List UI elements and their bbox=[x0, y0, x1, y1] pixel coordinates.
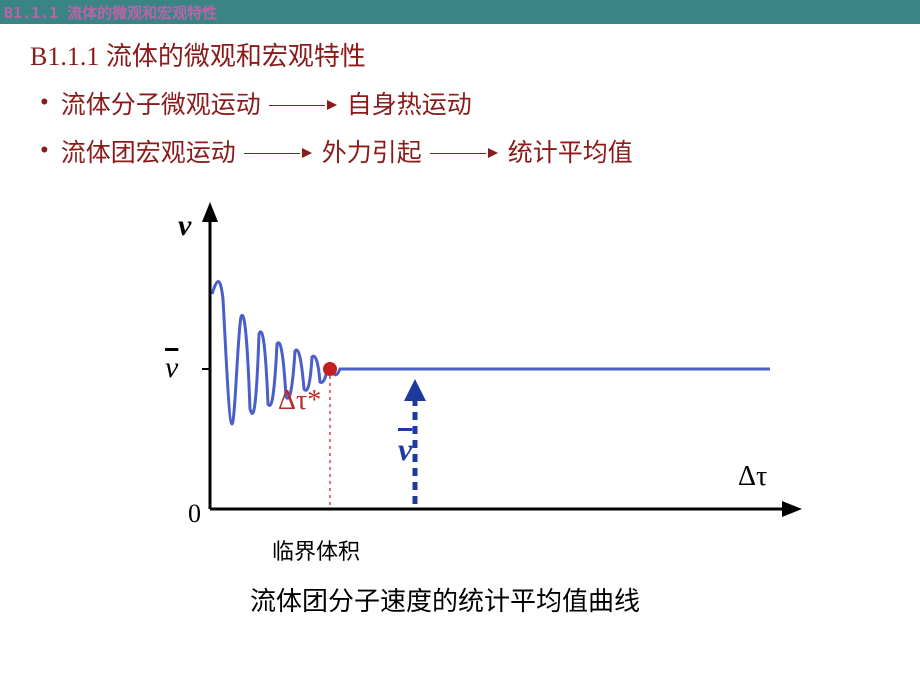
diagram-container: v Δτ v Δτ* v 0 临界体积 流体团分子速度的统计平均值曲线 bbox=[170, 199, 810, 579]
delta-tau-star-label: Δτ* bbox=[278, 385, 321, 417]
bullet2-part2: 外力引起 bbox=[322, 133, 422, 169]
bullet-line-1: • 流体分子微观运动 自身热运动 bbox=[40, 85, 920, 121]
y-axis-label: v bbox=[178, 209, 191, 243]
blue-arrow-head bbox=[404, 379, 426, 401]
critical-volume-label: 临界体积 bbox=[272, 534, 360, 566]
header-bar-text: B1.1.1 流体的微观和宏观特性 bbox=[4, 2, 217, 23]
x-axis-arrowhead bbox=[782, 501, 802, 517]
vbar-blue-label: v bbox=[398, 431, 412, 468]
diagram-svg bbox=[170, 199, 810, 539]
bullet1-part1: 流体分子微观运动 bbox=[61, 85, 261, 121]
bullet-line-2: • 流体团宏观运动 外力引起 统计平均值 bbox=[40, 133, 920, 169]
arrow-icon bbox=[267, 98, 341, 108]
arrow-icon bbox=[428, 146, 502, 156]
bullet-dot: • bbox=[40, 137, 49, 165]
origin-label: 0 bbox=[188, 499, 201, 529]
bullet2-part1: 流体团宏观运动 bbox=[61, 133, 236, 169]
bullet1-part2: 自身热运动 bbox=[347, 85, 472, 121]
x-axis-label: Δτ bbox=[738, 461, 767, 493]
critical-point-dot bbox=[323, 362, 337, 376]
y-axis-arrowhead bbox=[202, 202, 218, 222]
bullet-dot: • bbox=[40, 89, 49, 117]
diagram-caption: 流体团分子速度的统计平均值曲线 bbox=[250, 581, 640, 618]
arrow-icon bbox=[242, 146, 316, 156]
bullet2-part3: 统计平均值 bbox=[508, 133, 633, 169]
vbar-label: v bbox=[165, 351, 178, 385]
section-title: B1.1.1 流体的微观和宏观特性 bbox=[30, 36, 920, 73]
header-bar: B1.1.1 流体的微观和宏观特性 bbox=[0, 0, 920, 24]
